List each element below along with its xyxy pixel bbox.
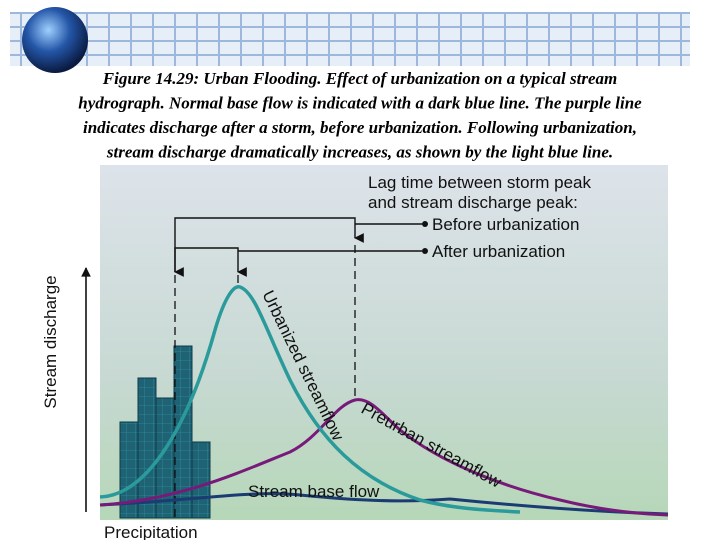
- globe-icon: [22, 7, 88, 73]
- lag-title-line: Lag time between storm peak: [368, 173, 592, 192]
- base-flow-curve: [99, 492, 669, 516]
- lag-title-line: and stream discharge peak:: [368, 193, 578, 212]
- urbanized-curve: [99, 285, 521, 514]
- caption-line: stream discharge dramatically increases,…: [106, 143, 613, 162]
- precipitation-bar: [191, 441, 211, 519]
- y-axis-label: Stream discharge: [41, 275, 60, 408]
- caption: Figure 14.29: Urban Flooding. Effect of …: [78, 69, 642, 162]
- caption-line: indicates discharge after a storm, befor…: [83, 118, 637, 137]
- before-bracket: [174, 217, 364, 277]
- bullet: [422, 221, 428, 227]
- before-label: Before urbanization: [432, 215, 579, 234]
- header-map: [10, 12, 690, 66]
- after-label: After urbanization: [432, 242, 565, 261]
- caption-line: Figure 14.29: Urban Flooding. Effect of …: [102, 69, 617, 88]
- preurban-curve: [99, 398, 669, 517]
- caption-line: hydrograph. Normal base flow is indicate…: [78, 94, 642, 113]
- bullet: [422, 248, 428, 254]
- after-bracket: [174, 247, 247, 277]
- x-axis-label: Precipitation: [104, 523, 198, 540]
- base-flow-label: Stream base flow: [248, 482, 380, 501]
- lag-brackets: [174, 217, 422, 277]
